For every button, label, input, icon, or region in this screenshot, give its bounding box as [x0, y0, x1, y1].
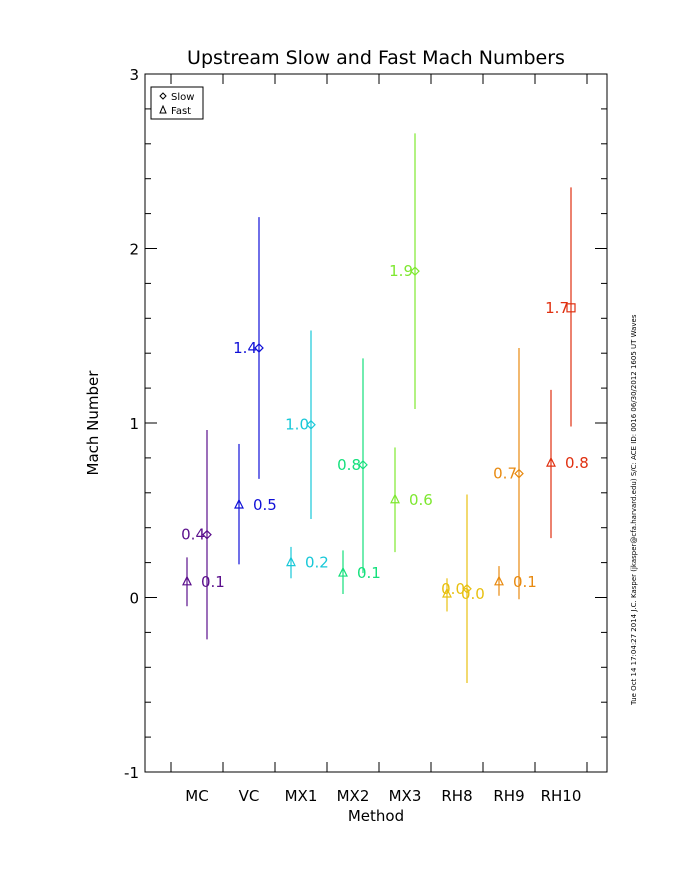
legend-label-slow: Slow [171, 92, 194, 103]
slow-point [514, 468, 524, 479]
plot-frame [144, 73, 608, 773]
side-note: Tue Oct 14 17:04:27 2014 J.C. Kasper (jk… [630, 314, 638, 706]
x-tick-label: VC [239, 787, 260, 805]
fast-point [442, 587, 452, 598]
y-tick-label: -1 [124, 764, 139, 782]
slow-data-label: 0.4 [181, 526, 205, 544]
fast-data-label: 0.2 [305, 554, 329, 572]
fast-data-label: 0.1 [357, 564, 381, 582]
y-axis-label: Mach Number [84, 370, 102, 476]
x-tick-label: MX1 [285, 787, 318, 805]
x-tick-label: MX3 [389, 787, 422, 805]
fast-data-label: 0.1 [201, 573, 225, 591]
slow-point [306, 419, 316, 430]
fast-data-label: 0.0 [461, 585, 485, 603]
slow-data-label: 0.7 [493, 465, 517, 483]
x-tick-label: RH9 [493, 787, 524, 805]
x-axis-label: Method [348, 807, 404, 825]
slow-point [462, 583, 472, 594]
fast-data-label: 0.8 [565, 454, 589, 472]
y-tick-label: 0 [129, 590, 139, 608]
chart-title: Upstream Slow and Fast Mach Numbers [187, 47, 565, 69]
legend-box [150, 86, 204, 120]
y-tick-labels: -1 0 1 2 3 [124, 66, 139, 782]
legend-diamond-icon [159, 92, 167, 100]
fast-point [182, 575, 192, 586]
slow-point [566, 303, 576, 313]
legend: Slow Fast [150, 86, 204, 120]
slow-data-label: 1.0 [285, 416, 309, 434]
x-tick-label: RH8 [441, 787, 472, 805]
x-tick-label: MX2 [337, 787, 370, 805]
fast-point [338, 566, 348, 577]
slow-point [358, 460, 368, 470]
fast-point [546, 456, 556, 467]
y-tick-label: 1 [129, 415, 139, 433]
fast-point [286, 556, 296, 567]
fast-data-label: 0.6 [409, 491, 433, 509]
fast-point [234, 498, 244, 509]
fast-point [390, 493, 400, 504]
data-layer: 0.4 1.4 1.0 0.8 1.9 0.0 0.7 1.7 0.1 0.5 0.2 0.1 0.6 0… [181, 133, 589, 684]
axis-ticks [145, 73, 607, 773]
fast-point [494, 575, 504, 586]
slow-data-label: 1.9 [389, 262, 413, 280]
x-tick-labels: MC VC MX1 MX2 MX3 RH8 RH9 RH10 [185, 787, 581, 805]
slow-point [202, 529, 212, 540]
y-tick-label: 2 [129, 241, 139, 259]
slow-data-label: 1.4 [233, 339, 257, 357]
fast-data-label: 0.1 [513, 573, 537, 591]
x-tick-label: MC [185, 787, 208, 805]
slow-point [410, 266, 420, 277]
fast-data-label: 0.5 [253, 496, 277, 514]
slow-data-label: 0.8 [337, 456, 361, 474]
legend-triangle-icon [159, 104, 167, 114]
slow-data-label: 1.7 [545, 299, 569, 317]
y-tick-label: 3 [129, 66, 139, 84]
legend-label-fast: Fast [171, 106, 191, 117]
x-tick-label: RH10 [541, 787, 582, 805]
slow-point [254, 343, 264, 353]
